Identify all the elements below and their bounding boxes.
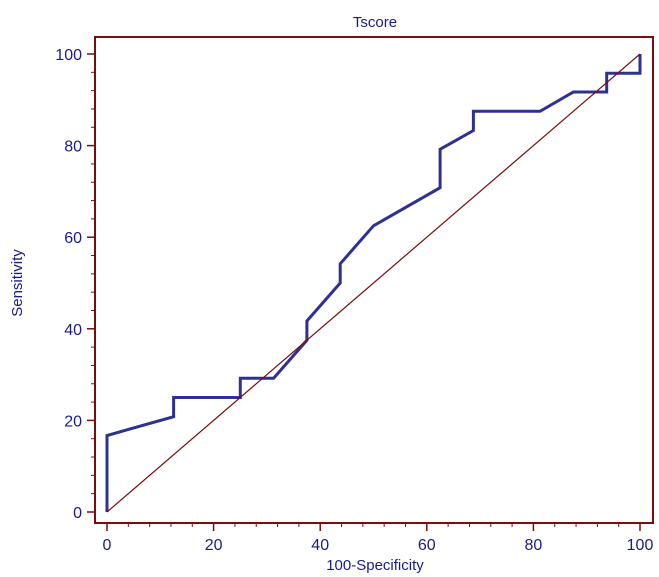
plot-frame [94,36,654,524]
chart-title: Tscore [353,14,397,31]
y-tick-label: 100 [55,47,82,64]
x-tick-label: 0 [103,537,112,554]
x-tick-label: 20 [205,537,223,554]
y-tick-label: 60 [64,230,82,247]
x-tick-label: 100 [627,537,654,554]
reference-diagonal [106,53,641,513]
x-tick-label: 60 [418,537,436,554]
y-tick-label: 40 [64,322,82,339]
y-axis-label: Sensitivity [9,249,26,317]
x-tick-label: 80 [525,537,543,554]
x-tick-label: 40 [311,537,329,554]
roc-curve [105,54,642,512]
plot-area: 0 20 40 60 80 100 0 20 40 60 80 100 [55,36,654,554]
x-axis-label: 100-Specificity [326,557,424,574]
y-tick-label: 20 [64,413,82,430]
y-tick-label: 0 [73,505,82,522]
y-tick-label: 80 [64,139,82,156]
